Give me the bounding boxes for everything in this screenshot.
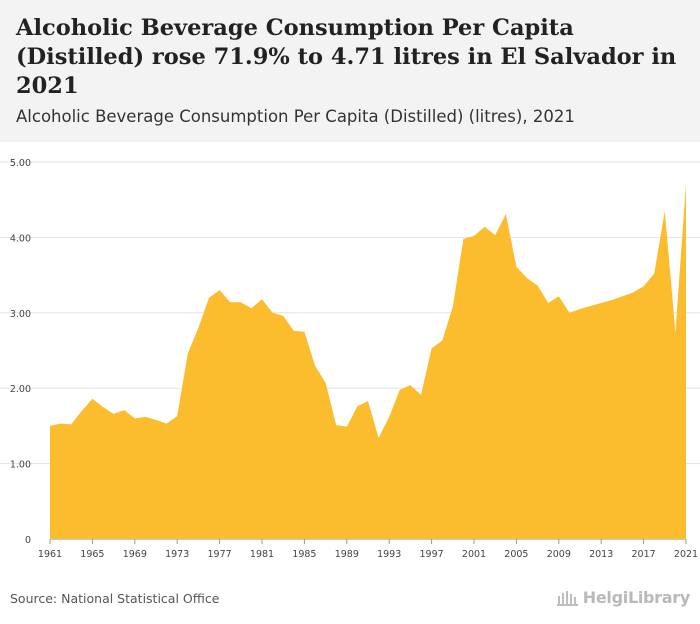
- data-point[interactable]: [397, 387, 402, 392]
- y-tick-label: 3.00: [10, 309, 31, 320]
- data-point[interactable]: [238, 300, 243, 305]
- y-axis-ticks: 0 1.00 2.00 3.00 4.00 5.00: [10, 158, 31, 546]
- data-point[interactable]: [69, 422, 74, 427]
- data-point[interactable]: [514, 264, 519, 269]
- data-point[interactable]: [440, 338, 445, 343]
- x-tick-label: 2009: [547, 549, 571, 560]
- data-point[interactable]: [260, 297, 265, 302]
- data-point[interactable]: [90, 396, 95, 401]
- data-point[interactable]: [185, 351, 190, 356]
- x-tick-label: 1993: [377, 549, 401, 560]
- data-point[interactable]: [175, 414, 180, 419]
- x-tick-label: 1961: [38, 549, 62, 560]
- data-point[interactable]: [546, 300, 551, 305]
- data-point[interactable]: [313, 363, 318, 368]
- data-point[interactable]: [673, 330, 678, 335]
- y-tick-label: 0: [25, 535, 31, 546]
- data-point[interactable]: [111, 411, 116, 416]
- chart-subtitle: Alcoholic Beverage Consumption Per Capit…: [16, 107, 575, 126]
- x-tick-label: 2021: [674, 549, 698, 560]
- x-tick-label: 1973: [165, 549, 189, 560]
- x-tick-label: 1981: [250, 549, 274, 560]
- data-point[interactable]: [450, 304, 455, 309]
- data-point[interactable]: [291, 328, 296, 333]
- data-point[interactable]: [143, 414, 148, 419]
- data-point[interactable]: [58, 421, 63, 426]
- data-point[interactable]: [408, 383, 413, 388]
- data-point[interactable]: [578, 307, 583, 312]
- data-point[interactable]: [302, 329, 307, 334]
- area-chart: 01.002.003.004.005.00 1961 1965 1969 1973 19…: [0, 158, 700, 560]
- data-point[interactable]: [387, 414, 392, 419]
- data-point[interactable]: [419, 392, 424, 397]
- data-point[interactable]: [620, 294, 625, 299]
- x-tick-label: 2017: [632, 549, 656, 560]
- data-point[interactable]: [101, 405, 106, 410]
- data-point[interactable]: [376, 435, 381, 440]
- data-point[interactable]: [503, 212, 508, 217]
- y-tick-label: 4.00: [10, 233, 31, 244]
- data-point[interactable]: [652, 271, 657, 276]
- data-point[interactable]: [132, 416, 137, 421]
- data-point[interactable]: [567, 310, 572, 315]
- x-tick-label: 1969: [123, 549, 147, 560]
- data-area: [48, 181, 689, 539]
- data-point[interactable]: [599, 300, 604, 305]
- x-tick-label: 1989: [335, 549, 359, 560]
- data-point[interactable]: [79, 408, 84, 413]
- data-point[interactable]: [154, 417, 159, 422]
- data-point[interactable]: [429, 346, 434, 351]
- data-point[interactable]: [164, 421, 169, 426]
- x-tick-label: 1965: [80, 549, 104, 560]
- source-note: Source: National Statistical Office: [10, 591, 220, 606]
- logo-text: HelgiLibrary: [582, 588, 691, 607]
- series-area: [50, 183, 686, 539]
- data-point[interactable]: [556, 294, 561, 299]
- data-point[interactable]: [355, 404, 360, 409]
- data-point[interactable]: [641, 284, 646, 289]
- data-point[interactable]: [270, 310, 275, 315]
- y-tick-label: 5.00: [10, 158, 31, 169]
- x-tick-label: 2013: [589, 549, 613, 560]
- data-point[interactable]: [662, 209, 667, 214]
- data-point[interactable]: [323, 380, 328, 385]
- data-point[interactable]: [281, 313, 286, 318]
- data-point[interactable]: [609, 297, 614, 302]
- data-point[interactable]: [249, 306, 254, 311]
- data-point[interactable]: [196, 325, 201, 330]
- data-point[interactable]: [684, 181, 689, 186]
- x-tick-label: 1997: [420, 549, 444, 560]
- y-tick-label: 2.00: [10, 384, 31, 395]
- data-point[interactable]: [631, 290, 636, 295]
- chart-title: Alcoholic Beverage Consumption Per Capit…: [16, 15, 677, 99]
- data-point[interactable]: [48, 423, 53, 428]
- data-point[interactable]: [482, 224, 487, 229]
- data-point[interactable]: [525, 276, 530, 281]
- x-tick-label: 2001: [462, 549, 486, 560]
- chart-header: Alcoholic Beverage Consumption Per Capit…: [0, 0, 700, 142]
- data-point[interactable]: [461, 236, 466, 241]
- x-tick-label: 1977: [208, 549, 232, 560]
- data-point[interactable]: [493, 233, 498, 238]
- data-point[interactable]: [366, 399, 371, 404]
- data-point[interactable]: [228, 300, 233, 305]
- data-point[interactable]: [334, 423, 339, 428]
- data-point[interactable]: [122, 408, 127, 413]
- x-tick-label: 2005: [504, 549, 528, 560]
- data-point[interactable]: [535, 283, 540, 288]
- data-point[interactable]: [207, 295, 212, 300]
- helgi-library-logo-icon: [556, 590, 578, 606]
- x-axis-ticks: 1961 1965 1969 1973 1977 1981 1985 1989 1993 1997…: [38, 539, 698, 560]
- x-tick-label: 1985: [292, 549, 316, 560]
- data-point[interactable]: [344, 424, 349, 429]
- data-point[interactable]: [217, 288, 222, 293]
- data-point[interactable]: [472, 233, 477, 238]
- helgi-library-logo[interactable]: HelgiLibrary: [556, 588, 691, 607]
- data-point[interactable]: [588, 304, 593, 309]
- y-tick-label: 1.00: [10, 460, 31, 471]
